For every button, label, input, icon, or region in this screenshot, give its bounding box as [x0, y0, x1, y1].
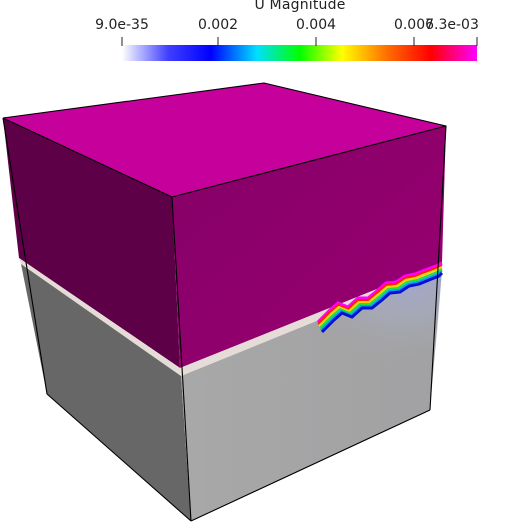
- cube-outline: [2, 82, 447, 522]
- colorbar-tick-max: 7.3e-03: [425, 17, 479, 33]
- colorbar-tick-002: 0.002: [197, 17, 239, 33]
- fringe-yellow: [318, 266, 443, 327]
- fringe-magenta: [316, 261, 443, 324]
- cube-right-face-upper: [172, 126, 446, 368]
- fringe-green: [319, 268, 443, 329]
- colorbar-tick-min: 9.0e-35: [95, 17, 149, 33]
- colorbar-ticks: [121, 37, 478, 46]
- fringe-red: [317, 264, 443, 325]
- colorbar-title: U Magnitude: [254, 0, 346, 13]
- colorbar-gradient: [122, 45, 477, 61]
- interface-band-left: [19, 258, 181, 376]
- colorbar-tick-006: 0.006: [393, 17, 435, 33]
- cube-left-face-lower: [21, 264, 191, 521]
- velocity-haze: [290, 270, 442, 400]
- cube-top-face: [3, 83, 446, 197]
- colorbar-tick-004: 0.004: [295, 17, 337, 33]
- fringe-blue: [320, 271, 444, 334]
